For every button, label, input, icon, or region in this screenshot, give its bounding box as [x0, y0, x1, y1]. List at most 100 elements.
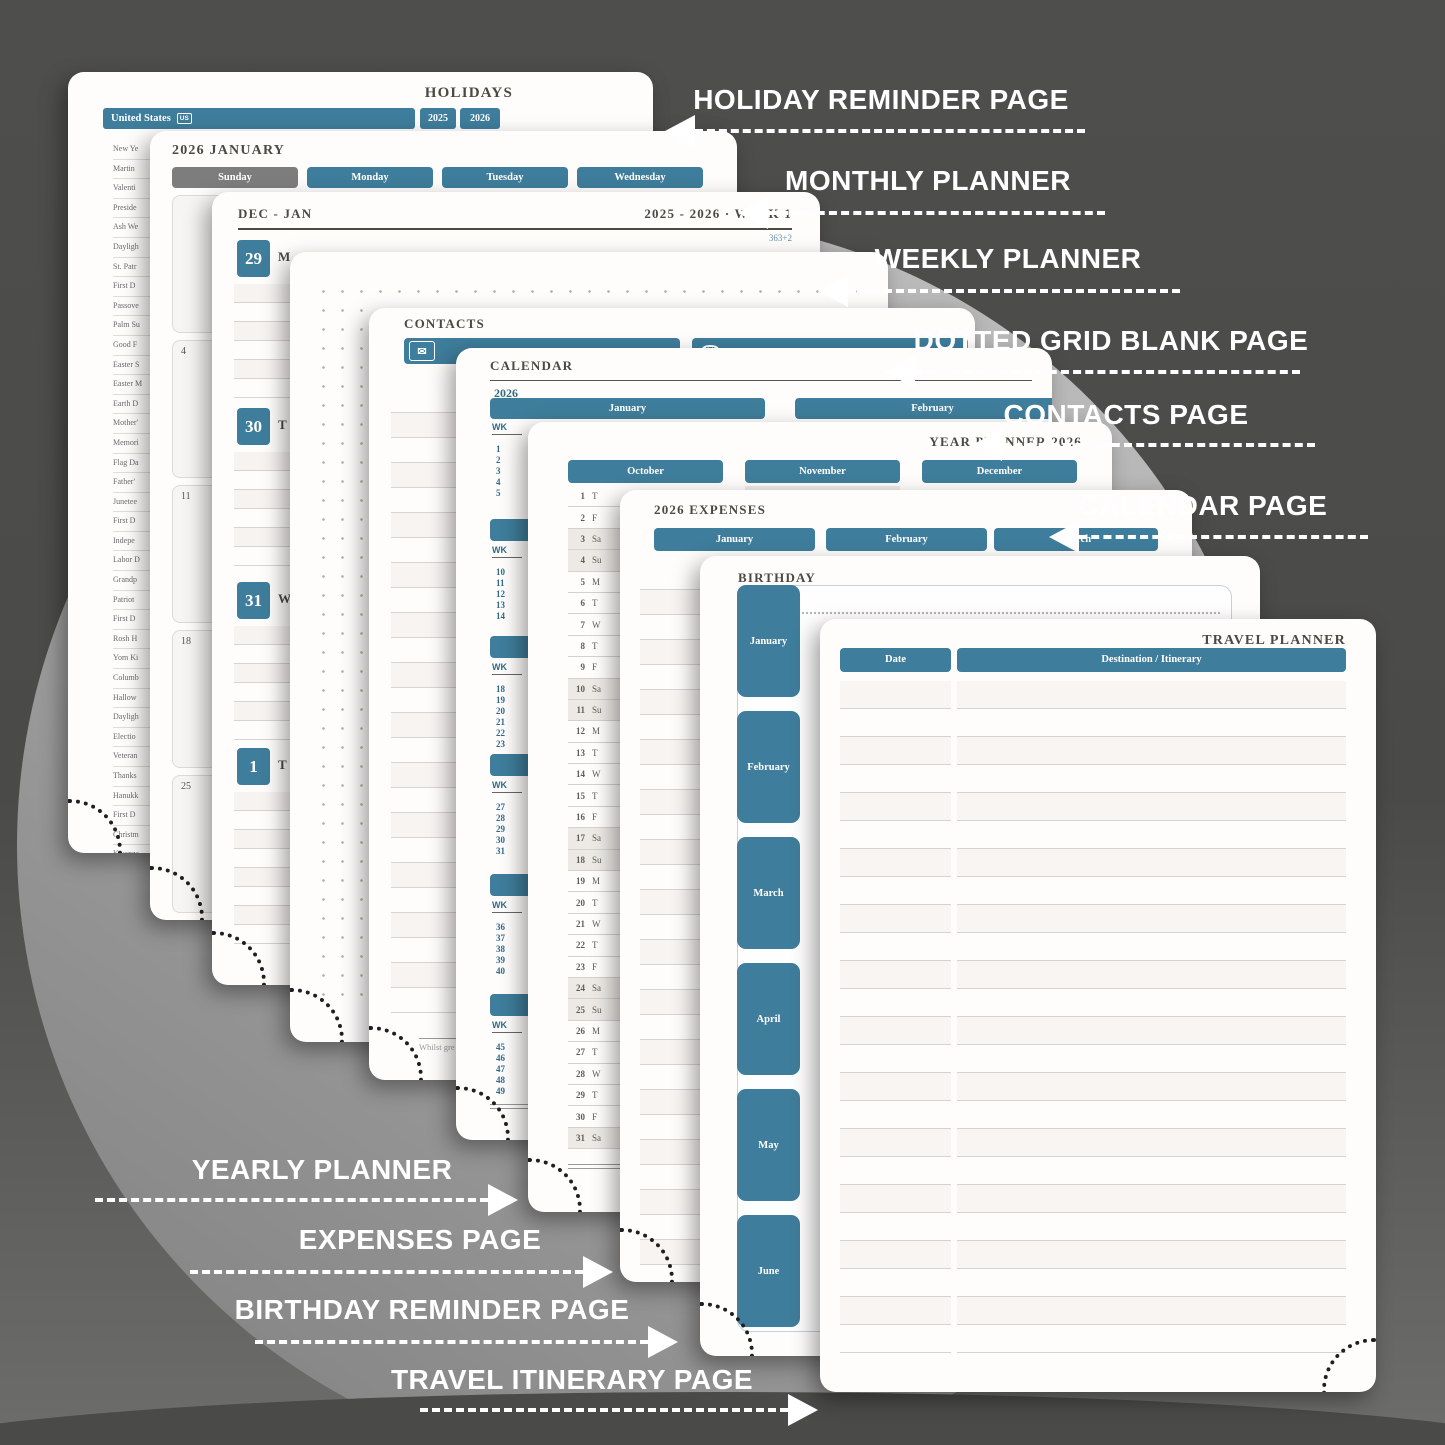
table-row: [840, 961, 1346, 989]
week-number: 28: [496, 813, 505, 823]
holiday-item: Father': [113, 473, 160, 493]
holiday-item: Easter M: [113, 375, 160, 395]
date-cell: [840, 821, 951, 849]
tab-2025: 2025: [420, 108, 456, 129]
destination-cell: [957, 905, 1346, 933]
month-header-february: February: [826, 528, 987, 551]
day-letter: T: [592, 1090, 598, 1101]
wk-column-label: WK: [492, 900, 522, 913]
holiday-item: Easter S: [113, 356, 160, 376]
destination-cell: [957, 1325, 1346, 1353]
page-title: CONTACTS: [404, 316, 485, 331]
table-row: [840, 1269, 1346, 1297]
day-number: 27: [576, 1047, 585, 1058]
week-number: 21: [496, 717, 505, 727]
year-label: 2026: [494, 386, 518, 400]
callout-label: TRAVEL ITINERARY PAGE: [390, 1364, 754, 1395]
week-numbers: 45 46 47 48 49: [496, 1042, 505, 1097]
week-number: 40: [496, 966, 505, 976]
holiday-item: Mother': [113, 414, 160, 434]
arrow-left-icon: [665, 115, 695, 147]
date-cell: [840, 877, 951, 905]
date-cell: [840, 1325, 951, 1353]
page-title: YEAR PLANNER 2026: [929, 434, 1082, 449]
day-letter: Su: [592, 1004, 602, 1015]
arrow-left-icon: [738, 197, 768, 229]
day-letter: F: [592, 961, 598, 972]
table-row: [840, 989, 1346, 1017]
month-tab-february: February: [737, 711, 800, 823]
destination-cell: [957, 1129, 1346, 1157]
destination-cell: [957, 1185, 1346, 1213]
holiday-item: Christm: [113, 826, 160, 846]
table-row: [840, 1185, 1346, 1213]
month-tab-march: March: [737, 837, 800, 949]
callout-label: DOTTED GRID BLANK PAGE: [913, 325, 1309, 356]
callout-dashed-line: [190, 1270, 583, 1274]
holiday-item: Hallow: [113, 689, 160, 709]
day-letter: T: [592, 640, 598, 651]
stitch-corner-decoration: [369, 1026, 423, 1080]
week-numbers: 18 19 20 21 22 23: [496, 684, 505, 750]
day-number: 11: [576, 705, 585, 716]
table-row: [840, 737, 1346, 765]
wk-column-label: WK: [492, 780, 522, 793]
week-number: 5: [496, 488, 501, 498]
date-cell: [840, 1269, 951, 1297]
callout-label: CONTACTS PAGE: [1003, 399, 1249, 430]
day-number: 24: [576, 983, 585, 994]
day-letter: T: [592, 790, 598, 801]
holiday-item: First D: [113, 277, 160, 297]
day-letter: Sa: [592, 983, 601, 994]
date-cell: [840, 709, 951, 737]
background-bottom-band: [0, 1392, 1445, 1445]
holiday-item: Ash We: [113, 218, 160, 238]
day-number: 7: [580, 619, 586, 630]
week-number: 30: [496, 835, 505, 845]
callout-label: YEARLY PLANNER: [191, 1154, 453, 1185]
week-numbers: 10 11 12 13 14: [496, 567, 505, 622]
holiday-item: Valenti: [113, 179, 160, 199]
holiday-item: Preside: [113, 199, 160, 219]
date-box: 1: [237, 748, 270, 785]
holiday-item: Dayligh: [113, 238, 160, 258]
holiday-item: Junetee: [113, 493, 160, 513]
table-row: [840, 1101, 1346, 1129]
day-number: 8: [580, 640, 586, 651]
day-number: 21: [576, 919, 585, 929]
day-number: 31: [576, 1132, 585, 1143]
wk-column-label: WK: [492, 662, 522, 675]
wk-column-label: WK: [492, 422, 522, 435]
week-number: 38: [496, 944, 505, 954]
week-number: 39: [496, 955, 505, 965]
day-count-note: 363+2: [768, 233, 792, 243]
day-number: 22: [576, 940, 585, 951]
day-letter: F: [592, 812, 598, 823]
page-title: 2026 JANUARY: [172, 143, 286, 158]
holiday-item: First D: [113, 512, 160, 532]
destination-cell: [957, 1241, 1346, 1269]
day-number: 14: [576, 769, 585, 780]
week-number: 36: [496, 922, 505, 932]
holiday-list: New Ye Martin Valenti Preside Ash We Dayligh S…: [113, 140, 160, 853]
holiday-item: Dayligh: [113, 708, 160, 728]
week-numbers: 36 37 38 39 40: [496, 922, 505, 977]
day-letter: T: [592, 897, 598, 908]
week-number: 11: [496, 578, 505, 588]
table-row: [840, 1073, 1346, 1101]
callout-dashed-line: [915, 370, 1300, 374]
country-label: United States: [111, 113, 171, 124]
callout-dashed-line: [1079, 535, 1368, 539]
callout-label: EXPENSES PAGE: [298, 1224, 542, 1255]
destination-cell: [957, 933, 1346, 961]
holiday-item: Palm Su: [113, 316, 160, 336]
day-letter: T: [592, 491, 598, 502]
date-cell: [840, 1297, 951, 1325]
date-cell: [840, 905, 951, 933]
arrow-left-icon: [818, 275, 848, 307]
day-letter: F: [592, 512, 598, 523]
date-cell: [840, 1073, 951, 1101]
arrow-right-icon: [648, 1326, 678, 1358]
callout-label: BIRTHDAY REMINDER PAGE: [234, 1294, 630, 1325]
date-cell: [840, 737, 951, 765]
